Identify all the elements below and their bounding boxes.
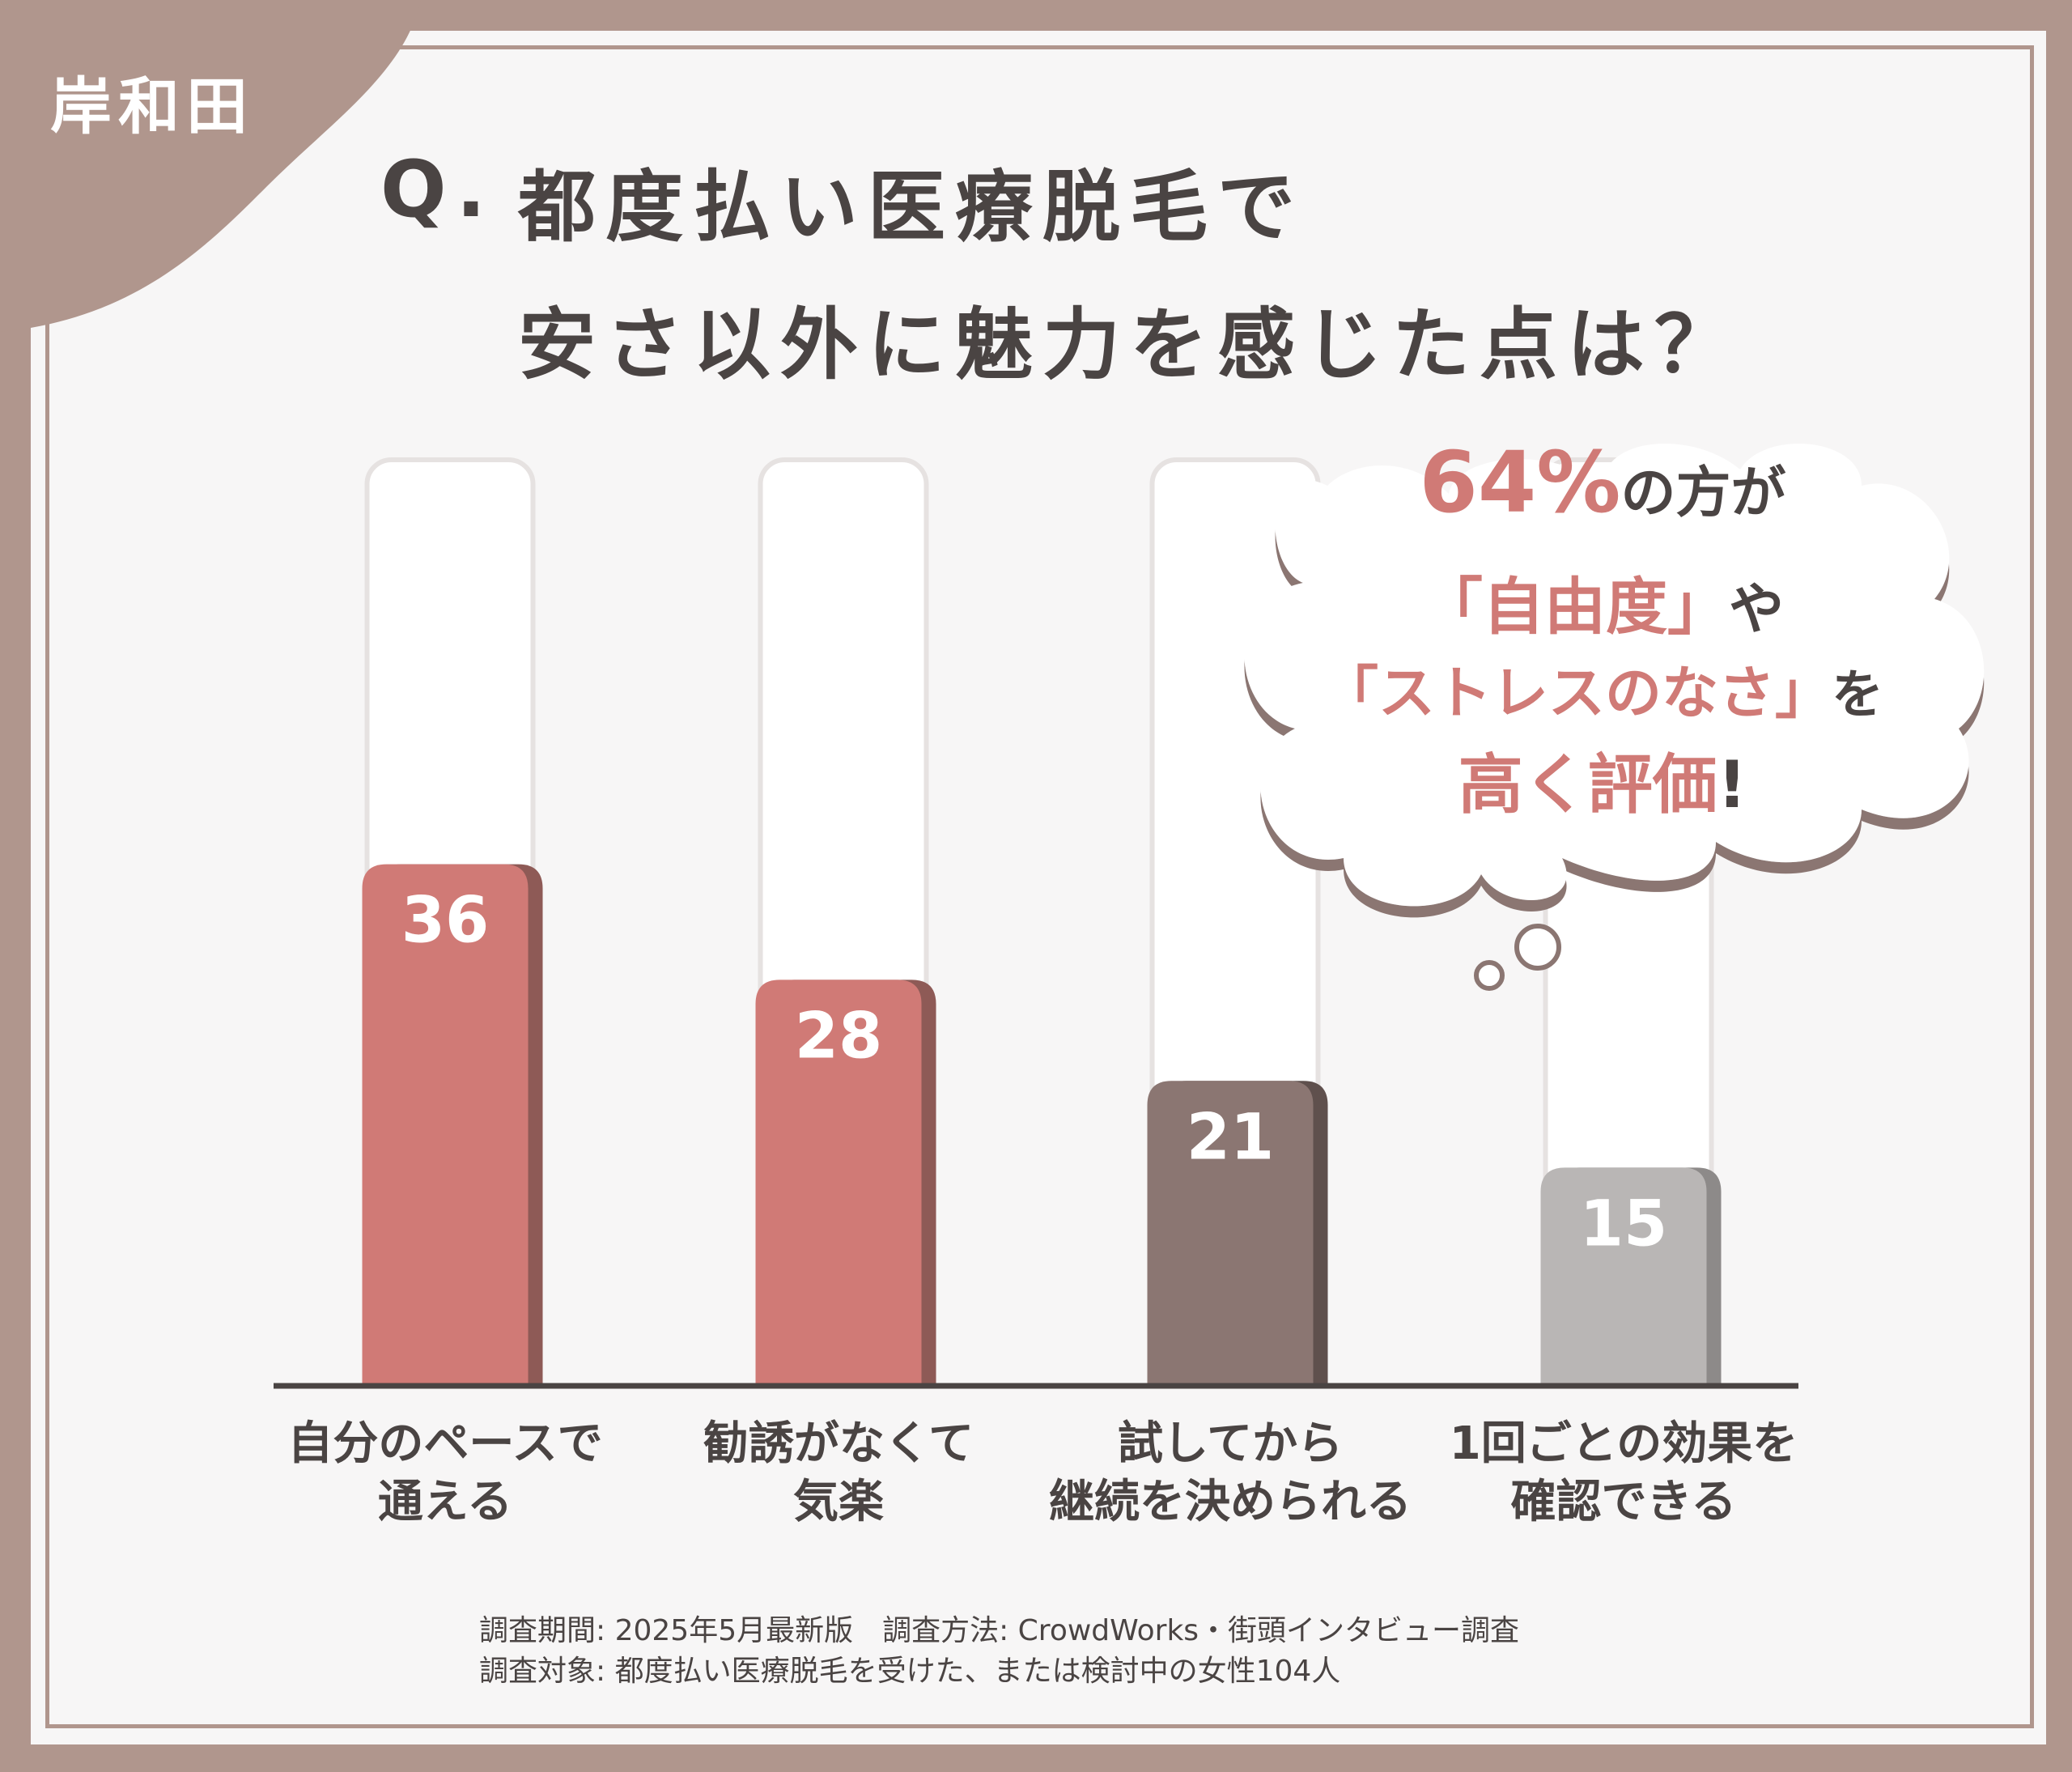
corner-tag-shape xyxy=(0,0,421,332)
callout-line-2-accent: 「自由度」 xyxy=(1420,571,1729,643)
bar xyxy=(1147,1081,1314,1384)
callout-line-1: 64%の方が xyxy=(1238,433,1967,532)
footnote: 調査期間: 2025年5月最新版 調査方法: CrowdWorks・街頭インタビ… xyxy=(479,1611,1519,1692)
category-label: 試してから継続を決められる xyxy=(1036,1415,1424,1532)
question-line-2: 安さ以外に魅力を感じた点は？ xyxy=(518,300,1742,390)
footnote-line-1: 調査期間: 2025年5月最新版 調査方法: CrowdWorks・街頭インタビ… xyxy=(479,1614,1520,1647)
callout-line-3-rest: を xyxy=(1832,665,1883,725)
category-label: 1回ごとの効果を 確認できる xyxy=(1429,1415,1818,1532)
callout-line-2: 「自由度」や xyxy=(1238,557,1967,646)
bar-value-label: 15 xyxy=(1580,1188,1668,1260)
bar-value-label: 21 xyxy=(1187,1101,1275,1174)
category-label-line: 通える xyxy=(377,1476,513,1528)
bar xyxy=(755,979,922,1384)
callout-line-3: 「ストレスのなさ」を xyxy=(1238,648,1967,729)
bar-value-label: 36 xyxy=(401,885,490,958)
bar xyxy=(1540,1167,1707,1384)
callout-line-3-accent: 「ストレスのなさ」 xyxy=(1322,660,1832,726)
callout-percent: 64% xyxy=(1419,433,1621,532)
bar xyxy=(362,864,529,1384)
callout-line-4-accent: 高く評価 xyxy=(1458,747,1717,822)
card-border xyxy=(45,45,2034,1728)
category-label-line: 勧誘がなくて xyxy=(703,1417,974,1470)
footnote-line-2: 調査対象: 都度払い医療脱毛を受けた、または検討中の女性104人 xyxy=(479,1655,1341,1688)
question-line-1: 都度払い医療脱毛で xyxy=(518,162,1305,253)
callout-line-2-rest: や xyxy=(1728,578,1784,642)
category-label: 勧誘がなくて 気楽 xyxy=(644,1415,1033,1532)
category-label-line: 気楽 xyxy=(793,1476,884,1528)
callout-line-1-rest: の方が xyxy=(1620,461,1786,525)
speech-bubble xyxy=(1244,443,1985,991)
callout-line-4-rest: ! xyxy=(1717,747,1747,822)
category-label-line: 自分のペースで xyxy=(287,1417,603,1470)
value-labels-group: 36 28 21 15 xyxy=(401,885,1668,1261)
question-prefix: Q. xyxy=(380,144,496,235)
category-label-line: 試してから xyxy=(1117,1417,1344,1470)
callout-line-4: 高く評価! xyxy=(1238,733,1967,827)
bars-group xyxy=(362,864,1722,1384)
category-label-line: 確認できる xyxy=(1510,1476,1737,1528)
brand-label: 岸和田 xyxy=(50,70,254,142)
category-label: 自分のペースで 通える xyxy=(251,1415,639,1532)
bar-value-label: 28 xyxy=(795,1000,883,1073)
category-label-line: 1回ごとの効果を xyxy=(1449,1417,1798,1470)
category-label-line: 継続を決められる xyxy=(1049,1476,1412,1528)
